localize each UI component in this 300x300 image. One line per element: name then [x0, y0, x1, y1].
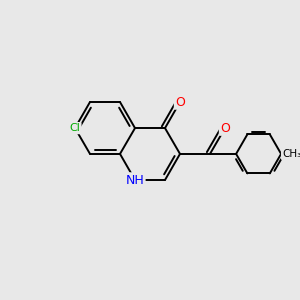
Text: O: O — [175, 95, 185, 109]
Text: Cl: Cl — [70, 123, 80, 133]
Text: O: O — [220, 122, 230, 135]
Text: NH: NH — [126, 173, 144, 187]
Text: CH₃: CH₃ — [282, 149, 300, 159]
